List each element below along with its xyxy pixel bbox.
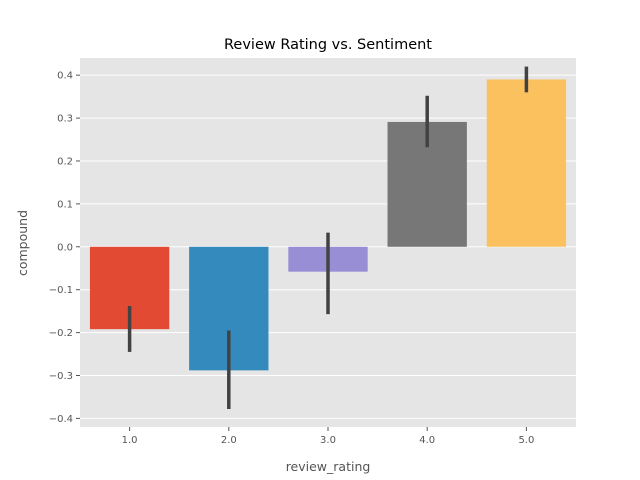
y-tick-label: 0.0	[57, 242, 73, 253]
y-tick-label: 0.1	[57, 199, 73, 210]
bar-5.0	[486, 79, 567, 247]
x-tick-label: 1.0	[122, 435, 138, 446]
x-tick-label: 3.0	[320, 435, 336, 446]
x-tick-label: 5.0	[518, 435, 534, 446]
x-axis-ticks: 1.0 2.0 3.0 4.0 5.0	[122, 427, 534, 446]
y-tick-label: 0.2	[57, 156, 73, 167]
error-bars	[127, 66, 529, 409]
x-tick-label: 2.0	[221, 435, 237, 446]
y-tick-label: −0.1	[49, 285, 73, 296]
chart-title: Review Rating vs. Sentiment	[224, 37, 432, 53]
x-tick-label: 4.0	[419, 435, 435, 446]
x-axis-label: review_rating	[286, 459, 371, 474]
y-axis-label: compound	[15, 210, 30, 276]
y-tick-label: 0.4	[57, 71, 73, 82]
y-tick-label: 0.3	[57, 114, 73, 125]
y-tick-label: −0.2	[49, 328, 73, 339]
y-tick-label: −0.4	[49, 414, 73, 425]
y-axis-ticks: −0.4 −0.3 −0.2 −0.1 0.0 0.1 0.2 0.3 0.4	[49, 71, 80, 425]
y-tick-label: −0.3	[49, 371, 73, 382]
